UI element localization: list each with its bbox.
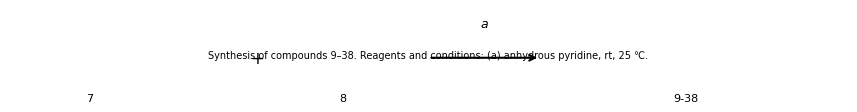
Text: Synthesis of compounds 9–38. Reagents and conditions: (a) anhydrous pyridine, rt: Synthesis of compounds 9–38. Reagents an… xyxy=(208,51,649,61)
Text: 7: 7 xyxy=(87,93,93,103)
Text: +: + xyxy=(250,49,264,67)
Text: a: a xyxy=(481,18,488,31)
Text: 8: 8 xyxy=(339,93,346,103)
Text: 9-38: 9-38 xyxy=(673,93,698,103)
